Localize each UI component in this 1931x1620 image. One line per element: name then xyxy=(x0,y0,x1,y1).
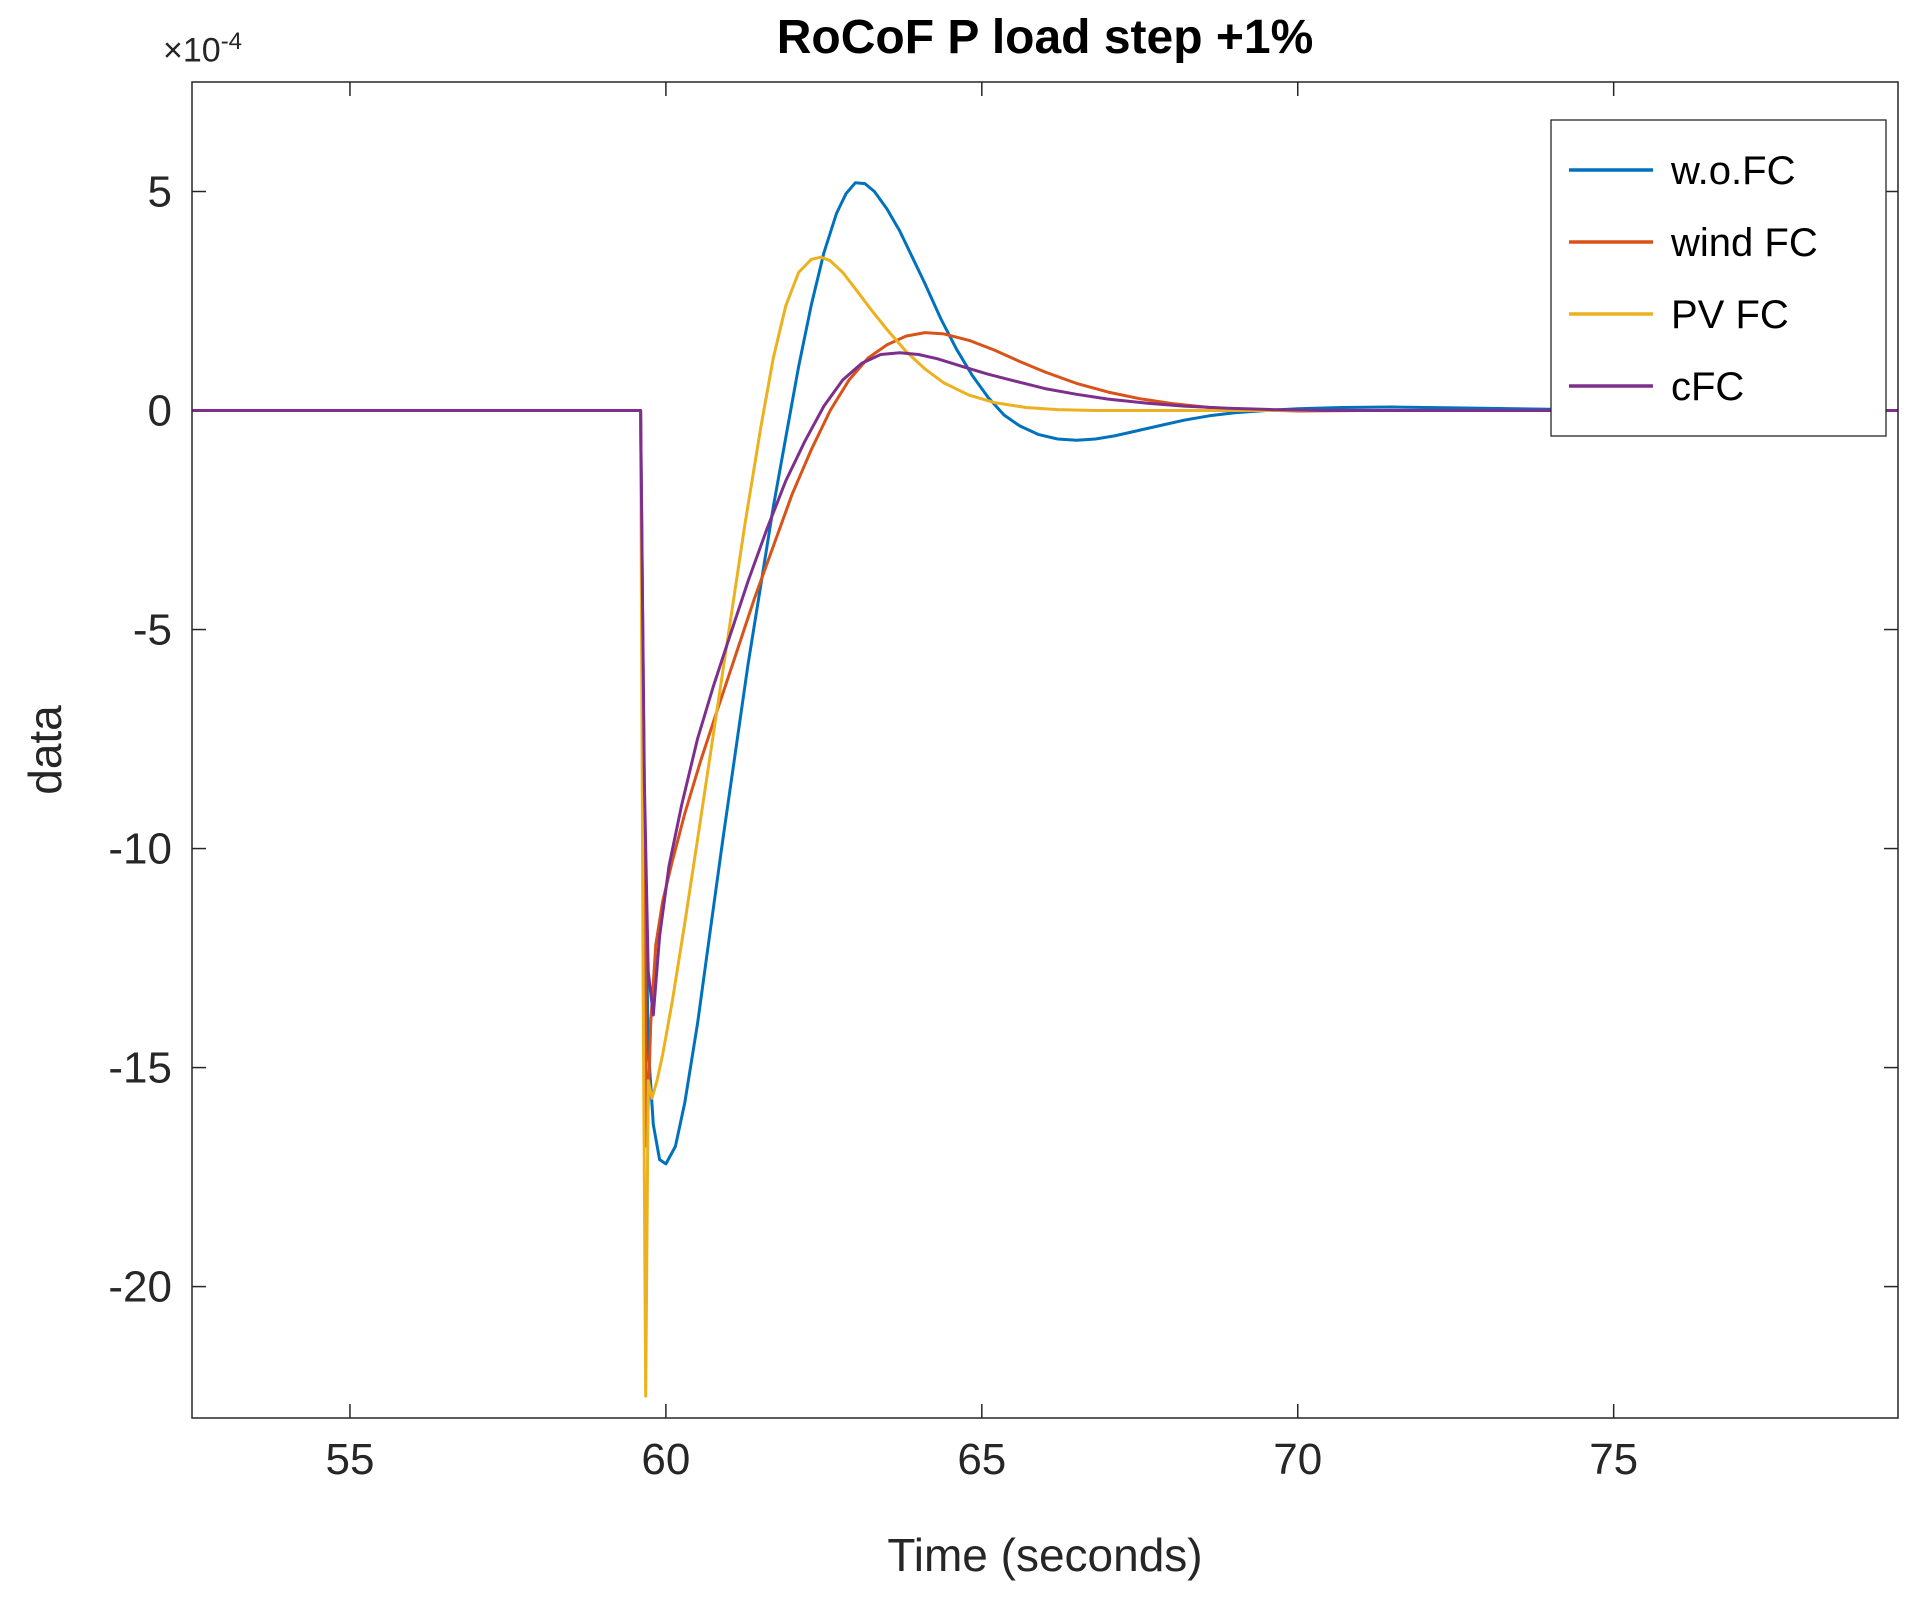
x-tick-label: 75 xyxy=(1589,1435,1638,1484)
x-tick-label: 60 xyxy=(641,1435,690,1484)
legend-label-cfc: cFC xyxy=(1671,365,1744,409)
x-tick-label: 65 xyxy=(957,1435,1006,1484)
y-tick-label: -20 xyxy=(108,1263,172,1312)
x-axis-label: Time (seconds) xyxy=(887,1529,1203,1581)
series-line-pvfc xyxy=(192,255,1898,1398)
y-tick-label: 5 xyxy=(148,168,172,217)
offset-exponent: -4 xyxy=(220,28,243,55)
legend-label-windfc: wind FC xyxy=(1670,221,1818,265)
legend-label-pvfc: PV FC xyxy=(1671,293,1789,337)
y-tick-label: -5 xyxy=(133,606,172,655)
y-axis-label: data xyxy=(19,705,71,795)
x-tick-label: 55 xyxy=(325,1435,374,1484)
legend-label-wofc: w.o.FC xyxy=(1670,149,1795,193)
y-axis-offset-label: ×10-4 xyxy=(163,28,242,70)
y-tick-label: 0 xyxy=(148,387,172,436)
x-tick-label: 70 xyxy=(1273,1435,1322,1484)
axes-box xyxy=(191,81,1899,1419)
offset-base: ×10 xyxy=(163,31,221,70)
series-line-wofc xyxy=(192,181,1898,1166)
y-tick-label: -10 xyxy=(108,825,172,874)
y-tick-label: -15 xyxy=(108,1044,172,1093)
series-line-cfc xyxy=(192,351,1898,1017)
legend-box xyxy=(1550,119,1887,437)
chart-title: RoCoF P load step +1% xyxy=(776,11,1314,64)
